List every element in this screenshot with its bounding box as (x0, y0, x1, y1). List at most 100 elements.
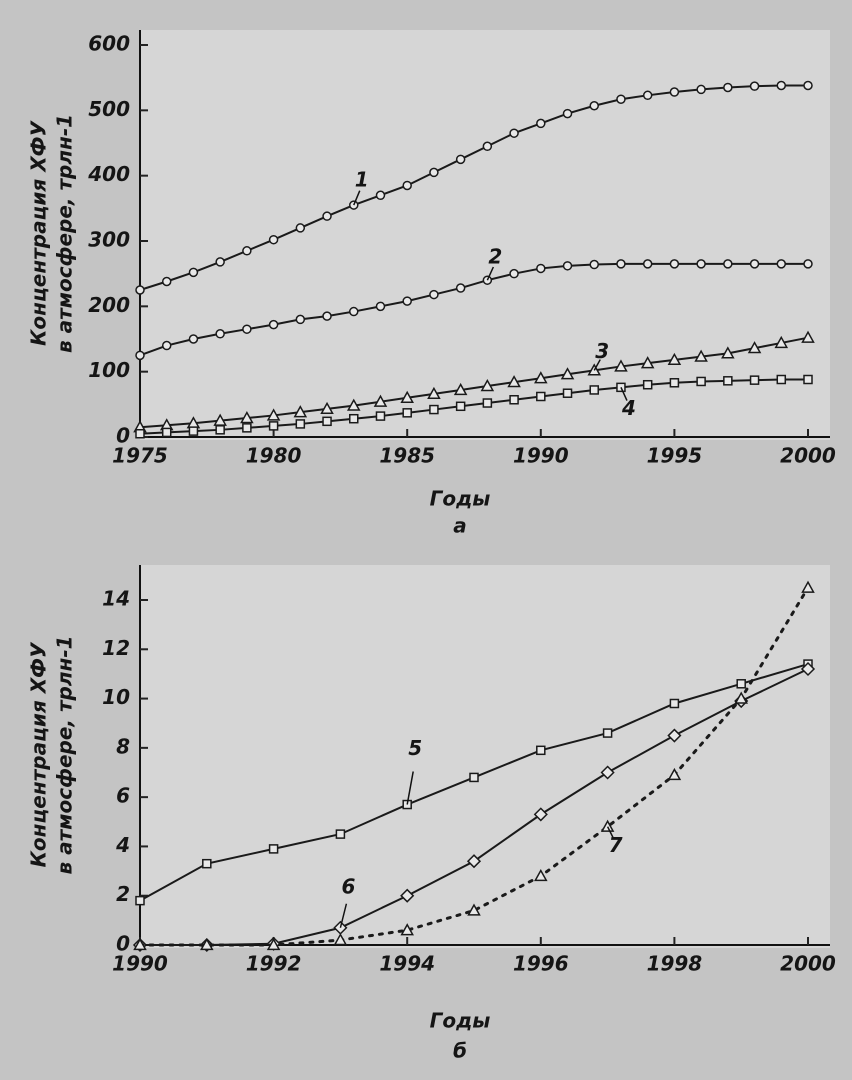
marker (402, 408, 412, 418)
marker (507, 375, 521, 388)
y-axis-label: Концентрация ХФУ (27, 120, 51, 346)
series-label: 2 (488, 245, 502, 269)
marker (400, 390, 414, 403)
marker (600, 765, 615, 780)
marker (161, 427, 172, 438)
x-tick-label: 1998 (647, 952, 703, 976)
marker (589, 101, 599, 111)
marker (667, 767, 682, 781)
marker (602, 728, 613, 738)
marker (455, 154, 466, 165)
marker (536, 118, 546, 129)
marker (669, 378, 680, 388)
marker (734, 691, 748, 704)
marker (642, 379, 653, 390)
marker (200, 937, 214, 951)
marker (803, 374, 813, 385)
label-leader (339, 903, 348, 928)
marker (696, 259, 706, 269)
marker (375, 301, 386, 312)
marker (268, 844, 279, 854)
marker (640, 356, 655, 369)
y-tick-label: 4 (115, 833, 130, 857)
marker (723, 82, 733, 93)
series-line (139, 336, 809, 429)
marker (482, 398, 493, 408)
x-tick-label: 1985 (379, 444, 435, 468)
marker (669, 87, 680, 97)
marker (242, 246, 252, 256)
y-axis-label: Концентрация ХФУ (27, 641, 51, 867)
marker (694, 349, 708, 362)
marker (202, 858, 212, 869)
y-axis-label: в атмосфере, трлн-1 (53, 635, 77, 874)
marker (776, 374, 787, 385)
y-tick-label: 14 (102, 587, 130, 611)
marker (667, 352, 682, 366)
marker (429, 167, 439, 178)
y-axis-label: в атмосфере, трлн-1 (53, 114, 77, 353)
x-tick-label: 1990 (112, 952, 168, 976)
marker (161, 276, 172, 287)
marker (669, 259, 680, 269)
y-tick-label: 0 (116, 932, 130, 956)
marker (749, 81, 760, 91)
marker (429, 289, 439, 300)
y-tick-label: 2 (116, 882, 130, 906)
marker (536, 391, 546, 402)
marker (295, 314, 306, 325)
marker (135, 285, 145, 295)
marker (533, 807, 548, 822)
marker (469, 772, 479, 783)
series-label: 1 (355, 168, 369, 192)
marker (723, 376, 733, 386)
marker (293, 405, 308, 418)
label-leader (620, 387, 628, 401)
marker (534, 371, 548, 384)
x-tick-label: 1992 (246, 952, 302, 976)
x-tick-label: 2000 (780, 952, 836, 976)
marker (696, 376, 706, 387)
marker (295, 419, 306, 429)
marker (509, 128, 519, 138)
label-leader (486, 266, 495, 281)
marker (215, 329, 225, 339)
marker (333, 933, 348, 946)
marker (600, 819, 615, 832)
marker (188, 267, 199, 278)
label-leader (353, 190, 361, 206)
marker (135, 895, 145, 906)
marker (268, 319, 279, 330)
marker (803, 80, 813, 91)
marker (349, 306, 359, 317)
marker (402, 180, 412, 191)
marker (335, 829, 346, 839)
y-tick-label: 200 (88, 293, 130, 317)
y-tick-label: 600 (88, 32, 130, 56)
x-axis-label: Годы (430, 1009, 491, 1033)
x-tick-label: 2000 (780, 444, 836, 468)
marker (135, 350, 145, 361)
marker (801, 330, 815, 343)
label-leader (606, 826, 615, 840)
marker (749, 259, 760, 269)
marker (375, 190, 386, 201)
marker (322, 211, 332, 221)
marker (429, 404, 439, 415)
label-leader (593, 359, 601, 371)
marker (482, 141, 493, 152)
marker (427, 386, 441, 400)
x-tick-label: 1994 (379, 952, 435, 976)
marker (346, 398, 361, 411)
marker (242, 423, 252, 433)
marker (349, 413, 359, 424)
marker (749, 375, 760, 385)
marker (534, 868, 548, 882)
marker (776, 80, 787, 91)
marker (562, 108, 573, 119)
x-tick-label: 1995 (647, 444, 703, 468)
marker (800, 661, 816, 677)
plot-area (140, 30, 830, 440)
marker (509, 268, 519, 279)
marker (400, 888, 415, 903)
